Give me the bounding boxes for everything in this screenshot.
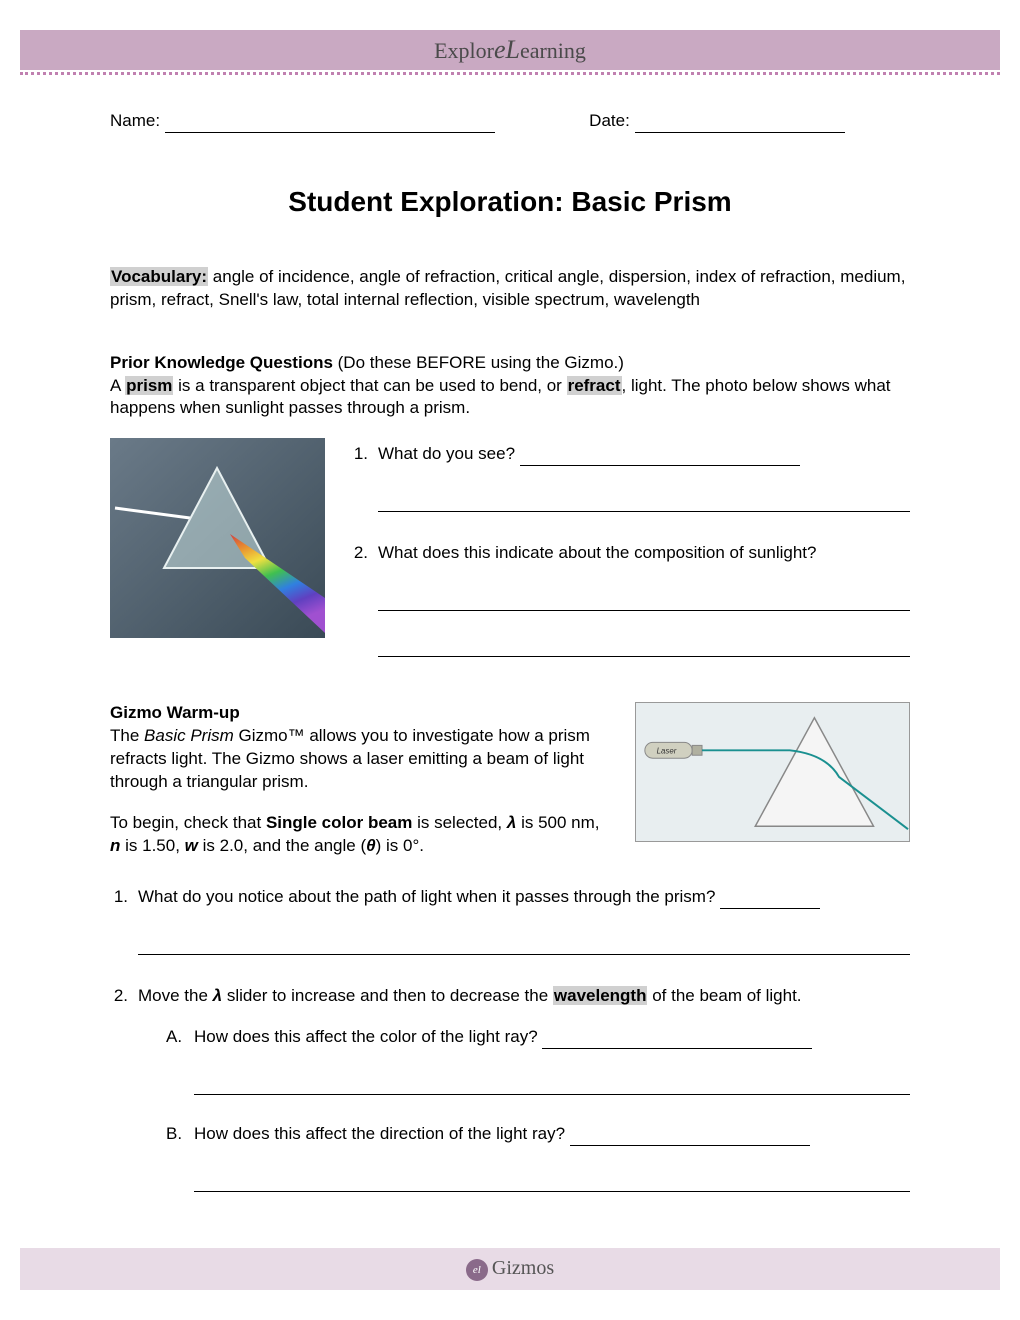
wp2-d: is 1.50, [120, 836, 184, 855]
pk-q2-num: 2. [350, 542, 378, 657]
pk-q2-blank1[interactable] [378, 593, 910, 611]
date-blank[interactable] [635, 132, 845, 133]
pkq-refract: refract [567, 376, 622, 395]
wp2-w: w [185, 836, 198, 855]
vocab-text: angle of incidence, angle of refraction,… [110, 267, 905, 309]
pkq-prism: prism [125, 376, 173, 395]
wu-q2a: A. How does this affect the color of the… [166, 1026, 910, 1095]
date-field: Date: [589, 110, 910, 133]
wp2-a: To begin, check that [110, 813, 266, 832]
name-blank[interactable] [165, 132, 495, 133]
prism-dispersion-image [110, 438, 325, 638]
wp2-theta: θ [366, 836, 375, 855]
warmup-heading: Gizmo Warm-up [110, 702, 610, 725]
content-area: Name: Date: Student Exploration: Basic P… [110, 110, 910, 1222]
wu-q2a-blank2[interactable] [194, 1077, 910, 1095]
wp2-lambda: λ [507, 813, 516, 832]
prism-photo-section: 1. What do you see? 2. What does this in… [110, 438, 910, 667]
wp2-n: n [110, 836, 120, 855]
pkq-heading: Prior Knowledge Questions [110, 353, 333, 372]
wu-q2-num: 2. [110, 985, 138, 1192]
footer-logo-text: Gizmos [492, 1257, 554, 1279]
wu-q1-blank[interactable] [720, 908, 820, 909]
footer-logo: elGizmos [466, 1257, 554, 1280]
pkq-paren: (Do these BEFORE using the Gizmo.) [333, 353, 624, 372]
warmup-section: Gizmo Warm-up The Basic Prism Gizmo™ all… [110, 702, 910, 858]
wu-q1-num: 1. [110, 886, 138, 955]
wu-q2-lambda: λ [213, 986, 222, 1005]
footer-badge-icon: el [466, 1259, 488, 1281]
wu-q2a-blank[interactable] [542, 1048, 812, 1049]
pk-q1-body: What do you see? [378, 443, 910, 512]
pk-q2-text: What does this indicate about the compos… [378, 543, 817, 562]
svg-text:Laser: Laser [657, 747, 677, 756]
wu-q2a-text: How does this affect the color of the li… [194, 1027, 542, 1046]
pk-q2-blank2[interactable] [378, 639, 910, 657]
vocab-label: Vocabulary: [110, 267, 208, 286]
header-band: ExploreLearning [20, 30, 1000, 70]
header-divider [20, 72, 1000, 75]
pk-q1: 1. What do you see? [350, 443, 910, 512]
gizmo-screenshot: Laser [635, 702, 910, 842]
wp1-italic: Basic Prism [144, 726, 234, 745]
date-label: Date: [589, 111, 630, 130]
wu-q2-wavelength: wavelength [553, 986, 648, 1005]
warmup-q2: 2. Move the λ slider to increase and the… [110, 985, 910, 1192]
wu-q2b: B. How does this affect the direction of… [166, 1123, 910, 1192]
wu-q2b-text: How does this affect the direction of th… [194, 1124, 570, 1143]
wu-q2b-body: How does this affect the direction of th… [194, 1123, 910, 1192]
name-label: Name: [110, 111, 160, 130]
wu-q2-a: Move the [138, 986, 213, 1005]
wp2-e: is 2.0, and the angle ( [198, 836, 366, 855]
wp2-bold: Single color beam [266, 813, 412, 832]
wu-q2a-letter: A. [166, 1026, 194, 1095]
wu-q2-body: Move the λ slider to increase and then t… [138, 985, 910, 1192]
pkq-intro-b: is a transparent object that can be used… [173, 376, 566, 395]
wp2-c: is 500 nm, [516, 813, 599, 832]
wu-q2a-body: How does this affect the color of the li… [194, 1026, 910, 1095]
name-field: Name: [110, 110, 559, 133]
pk-q1-blank[interactable] [520, 465, 800, 466]
wu-q2b-blank[interactable] [570, 1145, 810, 1146]
name-date-row: Name: Date: [110, 110, 910, 133]
warmup-q1: 1. What do you notice about the path of … [110, 886, 910, 955]
wu-q1-body: What do you notice about the path of lig… [138, 886, 910, 955]
wu-q1-blank2[interactable] [138, 937, 910, 955]
page-title: Student Exploration: Basic Prism [110, 183, 910, 221]
wu-q2b-letter: B. [166, 1123, 194, 1192]
wp2-f: ) is 0°. [376, 836, 424, 855]
prism-questions: 1. What do you see? 2. What does this in… [350, 438, 910, 667]
wu-q2-b: slider to increase and then to decrease … [222, 986, 553, 1005]
worksheet-page: ExploreLearning Name: Date: Student Expl… [0, 0, 1020, 1320]
pk-q1-num: 1. [350, 443, 378, 512]
pk-q1-blank2[interactable] [378, 494, 910, 512]
vocabulary-block: Vocabulary: angle of incidence, angle of… [110, 266, 910, 312]
wp2-b: is selected, [412, 813, 507, 832]
pkq-intro-a: A [110, 376, 125, 395]
prior-knowledge-block: Prior Knowledge Questions (Do these BEFO… [110, 352, 910, 421]
header-logo: ExploreLearning [434, 35, 586, 65]
warmup-p2: To begin, check that Single color beam i… [110, 812, 610, 858]
footer-band: elGizmos [20, 1248, 1000, 1290]
pk-q2: 2. What does this indicate about the com… [350, 542, 910, 657]
pk-q1-text: What do you see? [378, 444, 520, 463]
warmup-text: Gizmo Warm-up The Basic Prism Gizmo™ all… [110, 702, 610, 858]
pk-q2-body: What does this indicate about the compos… [378, 542, 910, 657]
wu-q2-c: of the beam of light. [647, 986, 801, 1005]
wu-q2b-blank2[interactable] [194, 1174, 910, 1192]
wu-q1-text: What do you notice about the path of lig… [138, 887, 720, 906]
wp1-a: The [110, 726, 144, 745]
warmup-p1: The Basic Prism Gizmo™ allows you to inv… [110, 725, 610, 794]
